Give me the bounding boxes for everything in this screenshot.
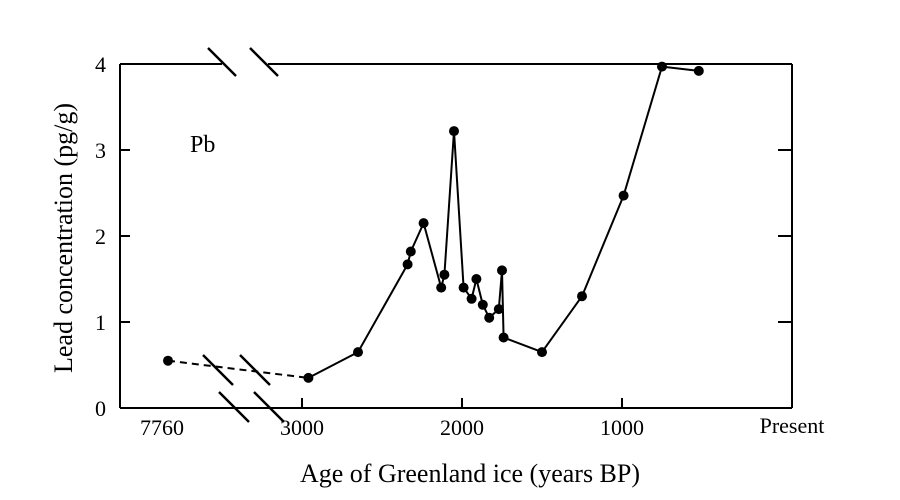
break-mark-top-1 [207, 47, 237, 77]
data-point [405, 246, 416, 257]
series-line-dashed [167, 359, 309, 379]
data-point [484, 312, 495, 323]
data-point [439, 269, 450, 280]
axis-break-marks [202, 47, 285, 423]
break-mark-mid-2 [239, 354, 271, 386]
tick-labels: 0 1 2 3 4 3000 2000 1000 7760 Present [95, 52, 824, 440]
data-point [537, 347, 547, 358]
series-lines [167, 65, 699, 379]
data-point [458, 282, 469, 293]
axis-ticks [120, 63, 792, 408]
data-point [436, 282, 447, 293]
data-point [657, 61, 667, 72]
series-points [163, 61, 704, 383]
data-point [449, 126, 459, 137]
series-annotation-pb: Pb [190, 132, 215, 158]
data-point [618, 190, 629, 201]
data-point [163, 355, 173, 366]
break-mark-mid-1 [202, 354, 234, 386]
data-point [353, 347, 363, 358]
y-tick-label: 0 [95, 396, 106, 421]
x-tick-label-left: 7760 [140, 415, 184, 440]
break-mark-bottom-2 [253, 391, 285, 423]
y-tick-label: 2 [95, 224, 106, 249]
data-point [402, 259, 413, 270]
data-point [303, 372, 314, 383]
break-mark-top-2 [249, 47, 279, 77]
data-point [498, 332, 509, 343]
x-tick-label: 1000 [600, 415, 644, 440]
data-point [477, 299, 488, 310]
data-point [493, 304, 504, 315]
y-axis-title: Lead concentration (pg/g) [49, 103, 78, 373]
y-tick-label: 3 [95, 138, 106, 163]
data-point [577, 291, 587, 302]
plot-frame [119, 63, 793, 409]
series-line-solid [307, 65, 699, 379]
y-tick-label: 1 [95, 310, 106, 335]
x-tick-label-present: Present [760, 413, 825, 438]
data-point [693, 65, 704, 76]
break-mark-bottom-1 [218, 391, 250, 423]
x-axis-title: Age of Greenland ice (years BP) [300, 459, 640, 488]
data-point [497, 265, 507, 276]
data-point [466, 293, 477, 304]
data-point [418, 218, 429, 229]
x-tick-label: 2000 [440, 415, 484, 440]
x-tick-label: 3000 [280, 415, 324, 440]
y-tick-label: 4 [95, 52, 106, 77]
data-point [471, 274, 482, 284]
